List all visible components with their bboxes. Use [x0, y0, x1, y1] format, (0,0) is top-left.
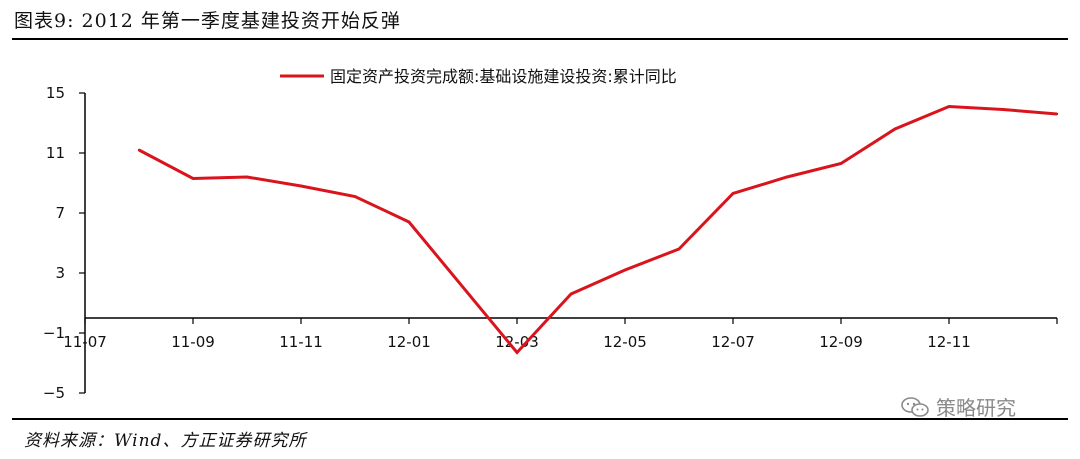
y-tick-label: 11 [46, 144, 65, 162]
y-tick-label: 3 [55, 264, 65, 282]
data-point [785, 175, 789, 179]
data-point [1055, 112, 1059, 116]
y-axis: −5 −1 3 7 11 15 [43, 84, 86, 402]
source-note: 资料来源：Wind、方正证券研究所 [24, 431, 307, 451]
data-point [1001, 108, 1005, 111]
x-tick-label: 11-07 [63, 333, 107, 351]
data-point [353, 195, 357, 198]
y-tick-label: −1 [43, 324, 65, 342]
top-rule [12, 38, 1068, 40]
watermark-label: 策略研究 [936, 396, 1016, 420]
x-tick-label: 12-01 [387, 333, 431, 351]
data-point [569, 292, 573, 296]
x-tick-label: 12-09 [819, 333, 863, 351]
y-tick-label: 15 [46, 84, 65, 102]
figure-title: 图表9: 2012 年第一季度基建投资开始反弹 [14, 10, 401, 32]
x-tick-label: 12-07 [711, 333, 755, 351]
series-line [138, 104, 1058, 355]
data-point [515, 351, 519, 354]
x-tick-label: 12-05 [603, 333, 647, 351]
data-point [299, 184, 303, 188]
x-axis: 11-07 11-09 11-11 12-01 12-03 12-05 12-07 12-09… [63, 317, 1058, 351]
x-tick-label: 11-09 [171, 333, 215, 351]
data-point [137, 148, 141, 152]
legend: 固定资产投资完成额:基础设施建设投资:累计同比 [280, 67, 677, 86]
x-tick-label: 12-11 [927, 333, 971, 351]
x-tick-label: 11-11 [279, 333, 323, 351]
watermark: 策略研究 [900, 392, 1016, 421]
data-point [623, 268, 627, 272]
plot-area [137, 104, 1059, 355]
line-chart: 固定资产投资完成额:基础设施建设投资:累计同比 −5 −1 3 7 11 15 11-07… [43, 67, 1059, 402]
data-point [731, 192, 735, 195]
data-point [191, 177, 195, 180]
data-point [947, 105, 951, 108]
bottom-rule [12, 418, 1068, 420]
legend-label: 固定资产投资完成额:基础设施建设投资:累计同比 [330, 67, 677, 86]
wechat-icon [901, 396, 929, 417]
data-point [677, 247, 681, 251]
y-tick-label: −5 [43, 384, 65, 402]
data-point [893, 127, 897, 131]
y-tick-label: 7 [55, 204, 65, 222]
data-point [839, 162, 843, 165]
data-point [407, 220, 411, 224]
data-point [245, 175, 249, 179]
